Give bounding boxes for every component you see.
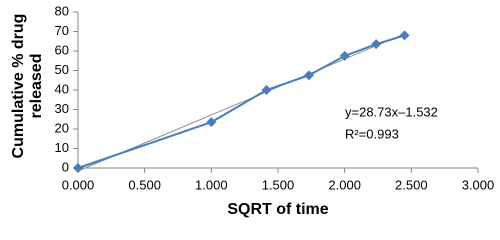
x-tick-label: 1.000 (195, 177, 228, 192)
chart-svg: SQRT of time y=28.73x–1.532 R²=0.993 0 10… (55, 3, 495, 218)
y-tick-label: 0 (62, 159, 69, 174)
data-point (206, 117, 217, 128)
y-tick-label: 80 (55, 3, 69, 18)
data-point (73, 163, 83, 173)
equation: y=28.73x–1.532 (345, 104, 438, 119)
x-axis-label: SQRT of time (227, 201, 328, 218)
y-tick-label: 30 (55, 101, 69, 116)
y-tick-label: 20 (55, 120, 69, 135)
data-point (371, 39, 382, 50)
y-tick-label: 40 (55, 81, 69, 96)
x-tick-label: 1.500 (262, 177, 295, 192)
x-tick-label: 0.000 (62, 177, 95, 192)
y-tick-label: 60 (55, 42, 69, 57)
data-point (399, 30, 410, 41)
x-tick-label: 3.000 (462, 177, 495, 192)
x-tick-label: 2.500 (395, 177, 428, 192)
y-tick-label: 50 (55, 62, 69, 77)
x-tick-label: 2.000 (328, 177, 361, 192)
trendline (77, 33, 405, 172)
r-squared: R²=0.993 (345, 126, 399, 141)
data-point (303, 70, 314, 81)
x-tick-label: 0.500 (128, 177, 161, 192)
y-axis-label: Cumulative % drug released (10, 13, 45, 159)
data-point (261, 85, 272, 95)
data-point (339, 50, 350, 61)
y-tick-label: 10 (55, 140, 69, 155)
y-tick-label: 70 (55, 23, 69, 38)
data-line (77, 34, 405, 169)
chart: SQRT of time y=28.73x–1.532 R²=0.993 0 10… (10, 3, 495, 218)
